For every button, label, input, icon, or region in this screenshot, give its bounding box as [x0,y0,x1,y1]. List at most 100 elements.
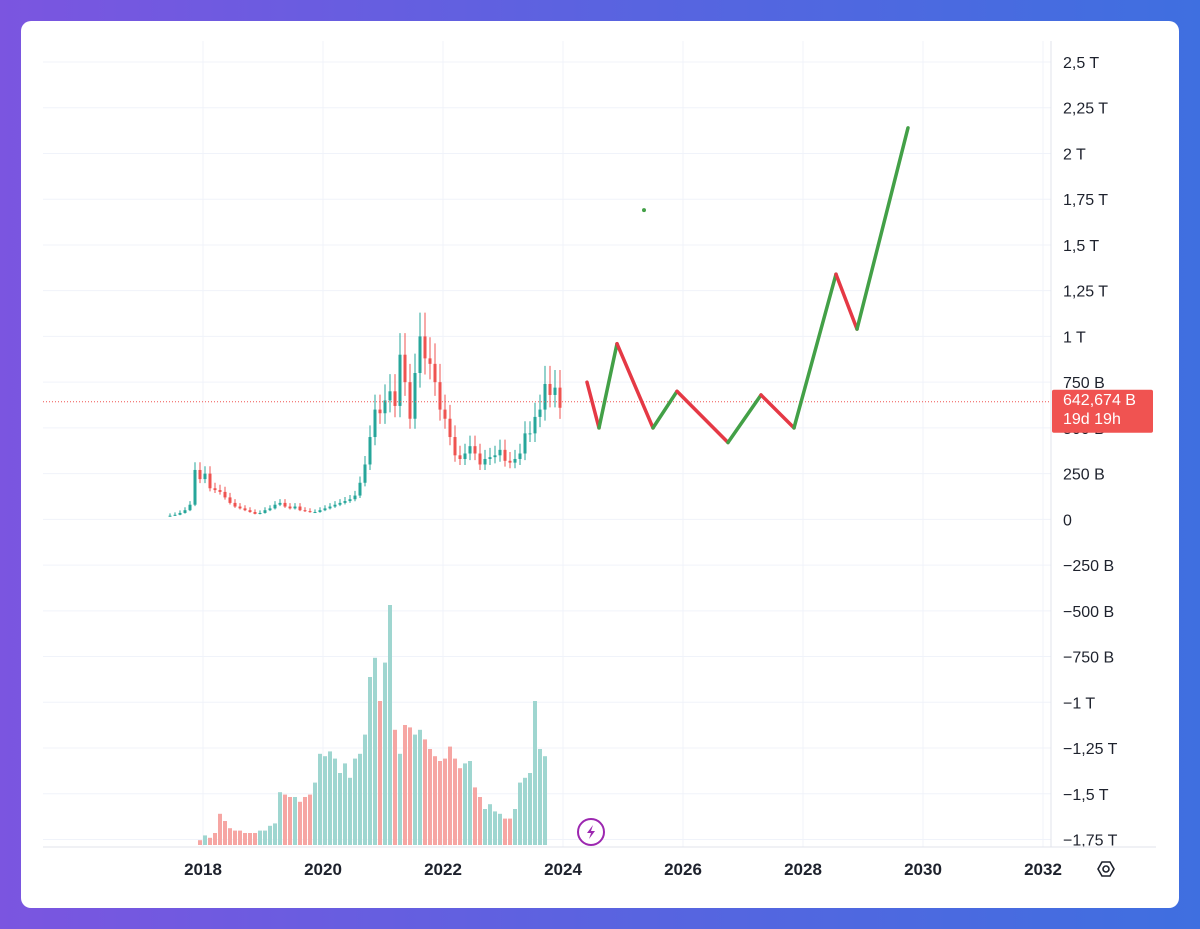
candle-body [203,473,207,480]
candle-body [238,506,242,509]
candle-body [538,409,542,417]
y-tick-label: 2,5 T [1063,55,1099,72]
candle-body [418,336,422,373]
projection-segment [675,389,730,445]
candle-body [488,457,492,459]
candle-body [273,504,277,509]
time-axis[interactable]: 2018 2020 2022 2024 2026 2028 2030 2032 [184,860,1062,879]
volume-bar [323,756,327,845]
candle-body [468,446,472,454]
volume-bar [218,813,222,845]
volume-bar [248,833,252,845]
settings-button[interactable] [1097,861,1115,877]
candle-body [278,502,282,505]
candle-body [268,508,272,511]
candle-body [398,354,402,406]
x-tick-label: 2018 [184,860,222,879]
volume-bar [533,701,537,845]
candle-body [213,488,217,491]
candle-body [298,506,302,511]
projection-segment [855,126,910,331]
candle-body [343,501,347,503]
candle-body [378,409,382,414]
projection-segment [726,393,763,445]
y-tick-label: −500 B [1063,604,1114,621]
candle-body [533,416,537,434]
volume-bar [398,753,402,845]
volume-bar [443,758,447,845]
candle-body [508,460,512,463]
projection-segment [585,380,601,430]
candle-body [388,391,392,401]
projection-segment [597,341,619,430]
volume-bar [228,828,232,845]
candle-body [493,455,497,458]
volume-bar [253,833,257,845]
candle-body [178,512,182,515]
y-tick-label: 1 T [1063,329,1086,346]
volume-bar [543,756,547,845]
volume-bar [508,818,512,845]
projection-segment [792,272,838,430]
candle-body [333,504,337,507]
x-tick-label: 2026 [664,860,702,879]
candle-body [453,437,457,456]
y-tick-label: 2,25 T [1063,101,1108,118]
x-tick-label: 2022 [424,860,462,879]
y-tick-label: −750 B [1063,650,1114,667]
candle-body [263,510,267,513]
candle-body [513,458,517,463]
candle-body [428,358,432,364]
projection-segment [615,341,655,430]
candle-body [313,512,317,514]
candle-body [188,504,192,511]
candle-body [308,511,312,513]
candle-body [293,506,297,509]
volume-bar [338,773,342,845]
lightning-badge[interactable] [577,818,605,846]
candle-body [413,373,417,419]
x-tick-label: 2020 [304,860,342,879]
candle-body [233,502,237,507]
candle-body [443,409,447,419]
volume-bar [383,662,387,845]
volume-bar [343,763,347,845]
volume-bar [303,797,307,845]
candle-body [183,510,187,513]
volume-bar [478,797,482,845]
candle-body [403,354,407,383]
candle-body [408,382,412,419]
projection-segment [834,272,859,331]
volume-bar [463,763,467,845]
volume-bar [388,605,392,845]
volume-bar [263,830,267,845]
candle-body [478,453,482,465]
volume-bar [518,782,522,845]
candle-body [523,433,527,454]
y-tick-label: 1,25 T [1063,284,1108,301]
candle-body [368,437,372,465]
candlesticks [168,312,562,517]
candle-body [473,446,477,454]
volume-bar [408,727,412,845]
volume-bar [433,756,437,845]
volume-bar [488,804,492,845]
candle-body [448,418,452,438]
candle-body [393,391,397,406]
volume-bar [473,787,477,845]
volume-bar [268,825,272,845]
volume-bar [258,830,262,845]
volume-bar [238,830,242,845]
volume-bar [358,753,362,845]
volume-bar [363,734,367,845]
candle-body [303,510,307,512]
projection-dot [642,208,646,213]
candle-body [173,514,177,516]
candle-body [483,458,487,465]
volume-bar [318,753,322,845]
candle-body [528,433,532,435]
candle-body [348,499,352,502]
volume-bar [418,729,422,845]
